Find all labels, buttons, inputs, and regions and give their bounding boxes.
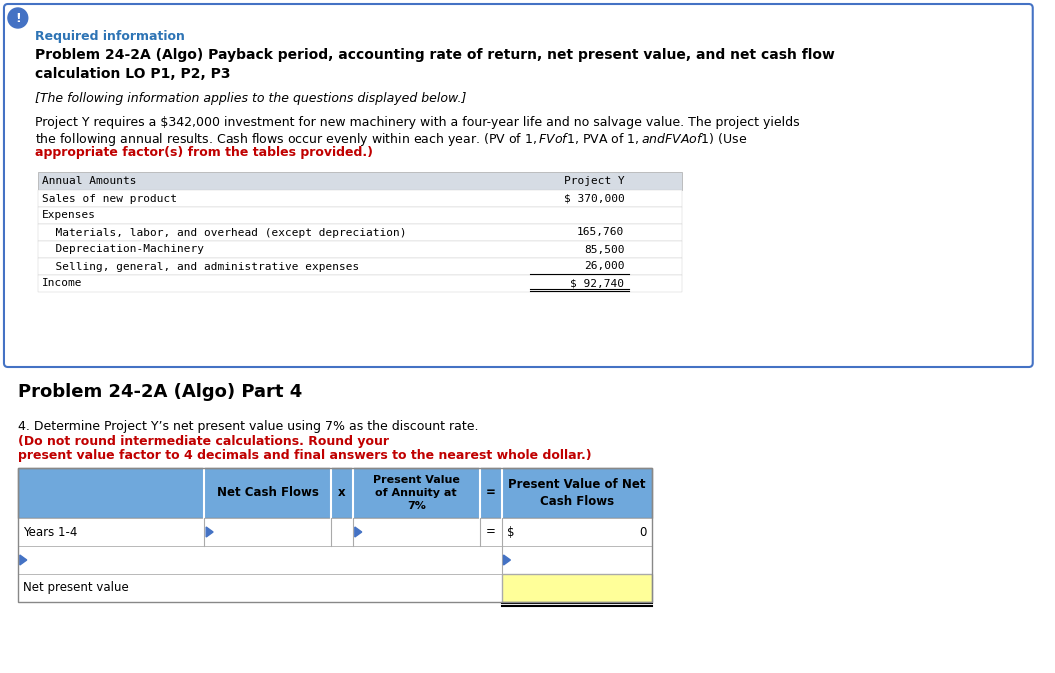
Text: Years 1-4: Years 1-4 bbox=[23, 526, 77, 538]
Text: Net present value: Net present value bbox=[23, 581, 129, 594]
Text: Required information: Required information bbox=[35, 30, 185, 43]
Text: Expenses: Expenses bbox=[41, 211, 96, 221]
Text: Present Value
of Annuity at
7%: Present Value of Annuity at 7% bbox=[372, 474, 460, 511]
Text: $ 92,740: $ 92,740 bbox=[571, 279, 625, 289]
Text: 4. Determine Project Y’s net present value using 7% as the discount rate.: 4. Determine Project Y’s net present val… bbox=[18, 420, 482, 433]
FancyBboxPatch shape bbox=[4, 4, 1033, 367]
Text: Project Y requires a $342,000 investment for new machinery with a four-year life: Project Y requires a $342,000 investment… bbox=[35, 116, 800, 129]
Polygon shape bbox=[206, 527, 213, 537]
Text: $: $ bbox=[507, 526, 515, 538]
Polygon shape bbox=[354, 527, 362, 537]
Text: Income: Income bbox=[41, 279, 82, 289]
Text: Project Y: Project Y bbox=[563, 176, 625, 186]
Text: Selling, general, and administrative expenses: Selling, general, and administrative exp… bbox=[41, 262, 359, 271]
FancyBboxPatch shape bbox=[18, 574, 501, 602]
FancyBboxPatch shape bbox=[38, 190, 682, 207]
Text: appropriate factor(s) from the tables provided.): appropriate factor(s) from the tables pr… bbox=[35, 146, 372, 159]
Text: Depreciation-Machinery: Depreciation-Machinery bbox=[41, 244, 204, 254]
FancyBboxPatch shape bbox=[501, 574, 652, 602]
FancyBboxPatch shape bbox=[38, 275, 682, 292]
Text: [The following information applies to the questions displayed below.]: [The following information applies to th… bbox=[35, 92, 466, 105]
FancyBboxPatch shape bbox=[38, 258, 682, 275]
Text: 26,000: 26,000 bbox=[583, 262, 625, 271]
Text: =: = bbox=[485, 487, 496, 499]
Text: Present Value of Net
Cash Flows: Present Value of Net Cash Flows bbox=[509, 478, 646, 508]
Text: Materials, labor, and overhead (except depreciation): Materials, labor, and overhead (except d… bbox=[41, 227, 406, 238]
Polygon shape bbox=[503, 555, 511, 565]
Text: (Do not round intermediate calculations. Round your: (Do not round intermediate calculations.… bbox=[18, 435, 389, 448]
Text: $ 370,000: $ 370,000 bbox=[563, 194, 625, 203]
FancyBboxPatch shape bbox=[38, 172, 682, 190]
Text: the following annual results. Cash flows occur evenly within each year. (PV of $: the following annual results. Cash flows… bbox=[35, 131, 747, 148]
Text: x: x bbox=[338, 487, 346, 499]
Text: =: = bbox=[485, 526, 496, 538]
FancyBboxPatch shape bbox=[38, 207, 682, 224]
Text: !: ! bbox=[15, 11, 21, 24]
FancyBboxPatch shape bbox=[38, 241, 682, 258]
FancyBboxPatch shape bbox=[18, 546, 652, 574]
Text: 165,760: 165,760 bbox=[577, 227, 625, 238]
Text: Sales of new product: Sales of new product bbox=[41, 194, 176, 203]
Text: present value factor to 4 decimals and final answers to the nearest whole dollar: present value factor to 4 decimals and f… bbox=[18, 449, 592, 462]
FancyBboxPatch shape bbox=[38, 224, 682, 241]
Circle shape bbox=[8, 8, 27, 28]
FancyBboxPatch shape bbox=[18, 468, 652, 518]
FancyBboxPatch shape bbox=[18, 518, 652, 546]
Text: Annual Amounts: Annual Amounts bbox=[41, 176, 136, 186]
Text: 85,500: 85,500 bbox=[583, 244, 625, 254]
Text: Problem 24-2A (Algo) Payback period, accounting rate of return, net present valu: Problem 24-2A (Algo) Payback period, acc… bbox=[35, 48, 835, 81]
Polygon shape bbox=[20, 555, 26, 565]
Text: Net Cash Flows: Net Cash Flows bbox=[216, 487, 319, 499]
Text: Problem 24-2A (Algo) Part 4: Problem 24-2A (Algo) Part 4 bbox=[18, 383, 302, 401]
Text: 0: 0 bbox=[639, 526, 647, 538]
